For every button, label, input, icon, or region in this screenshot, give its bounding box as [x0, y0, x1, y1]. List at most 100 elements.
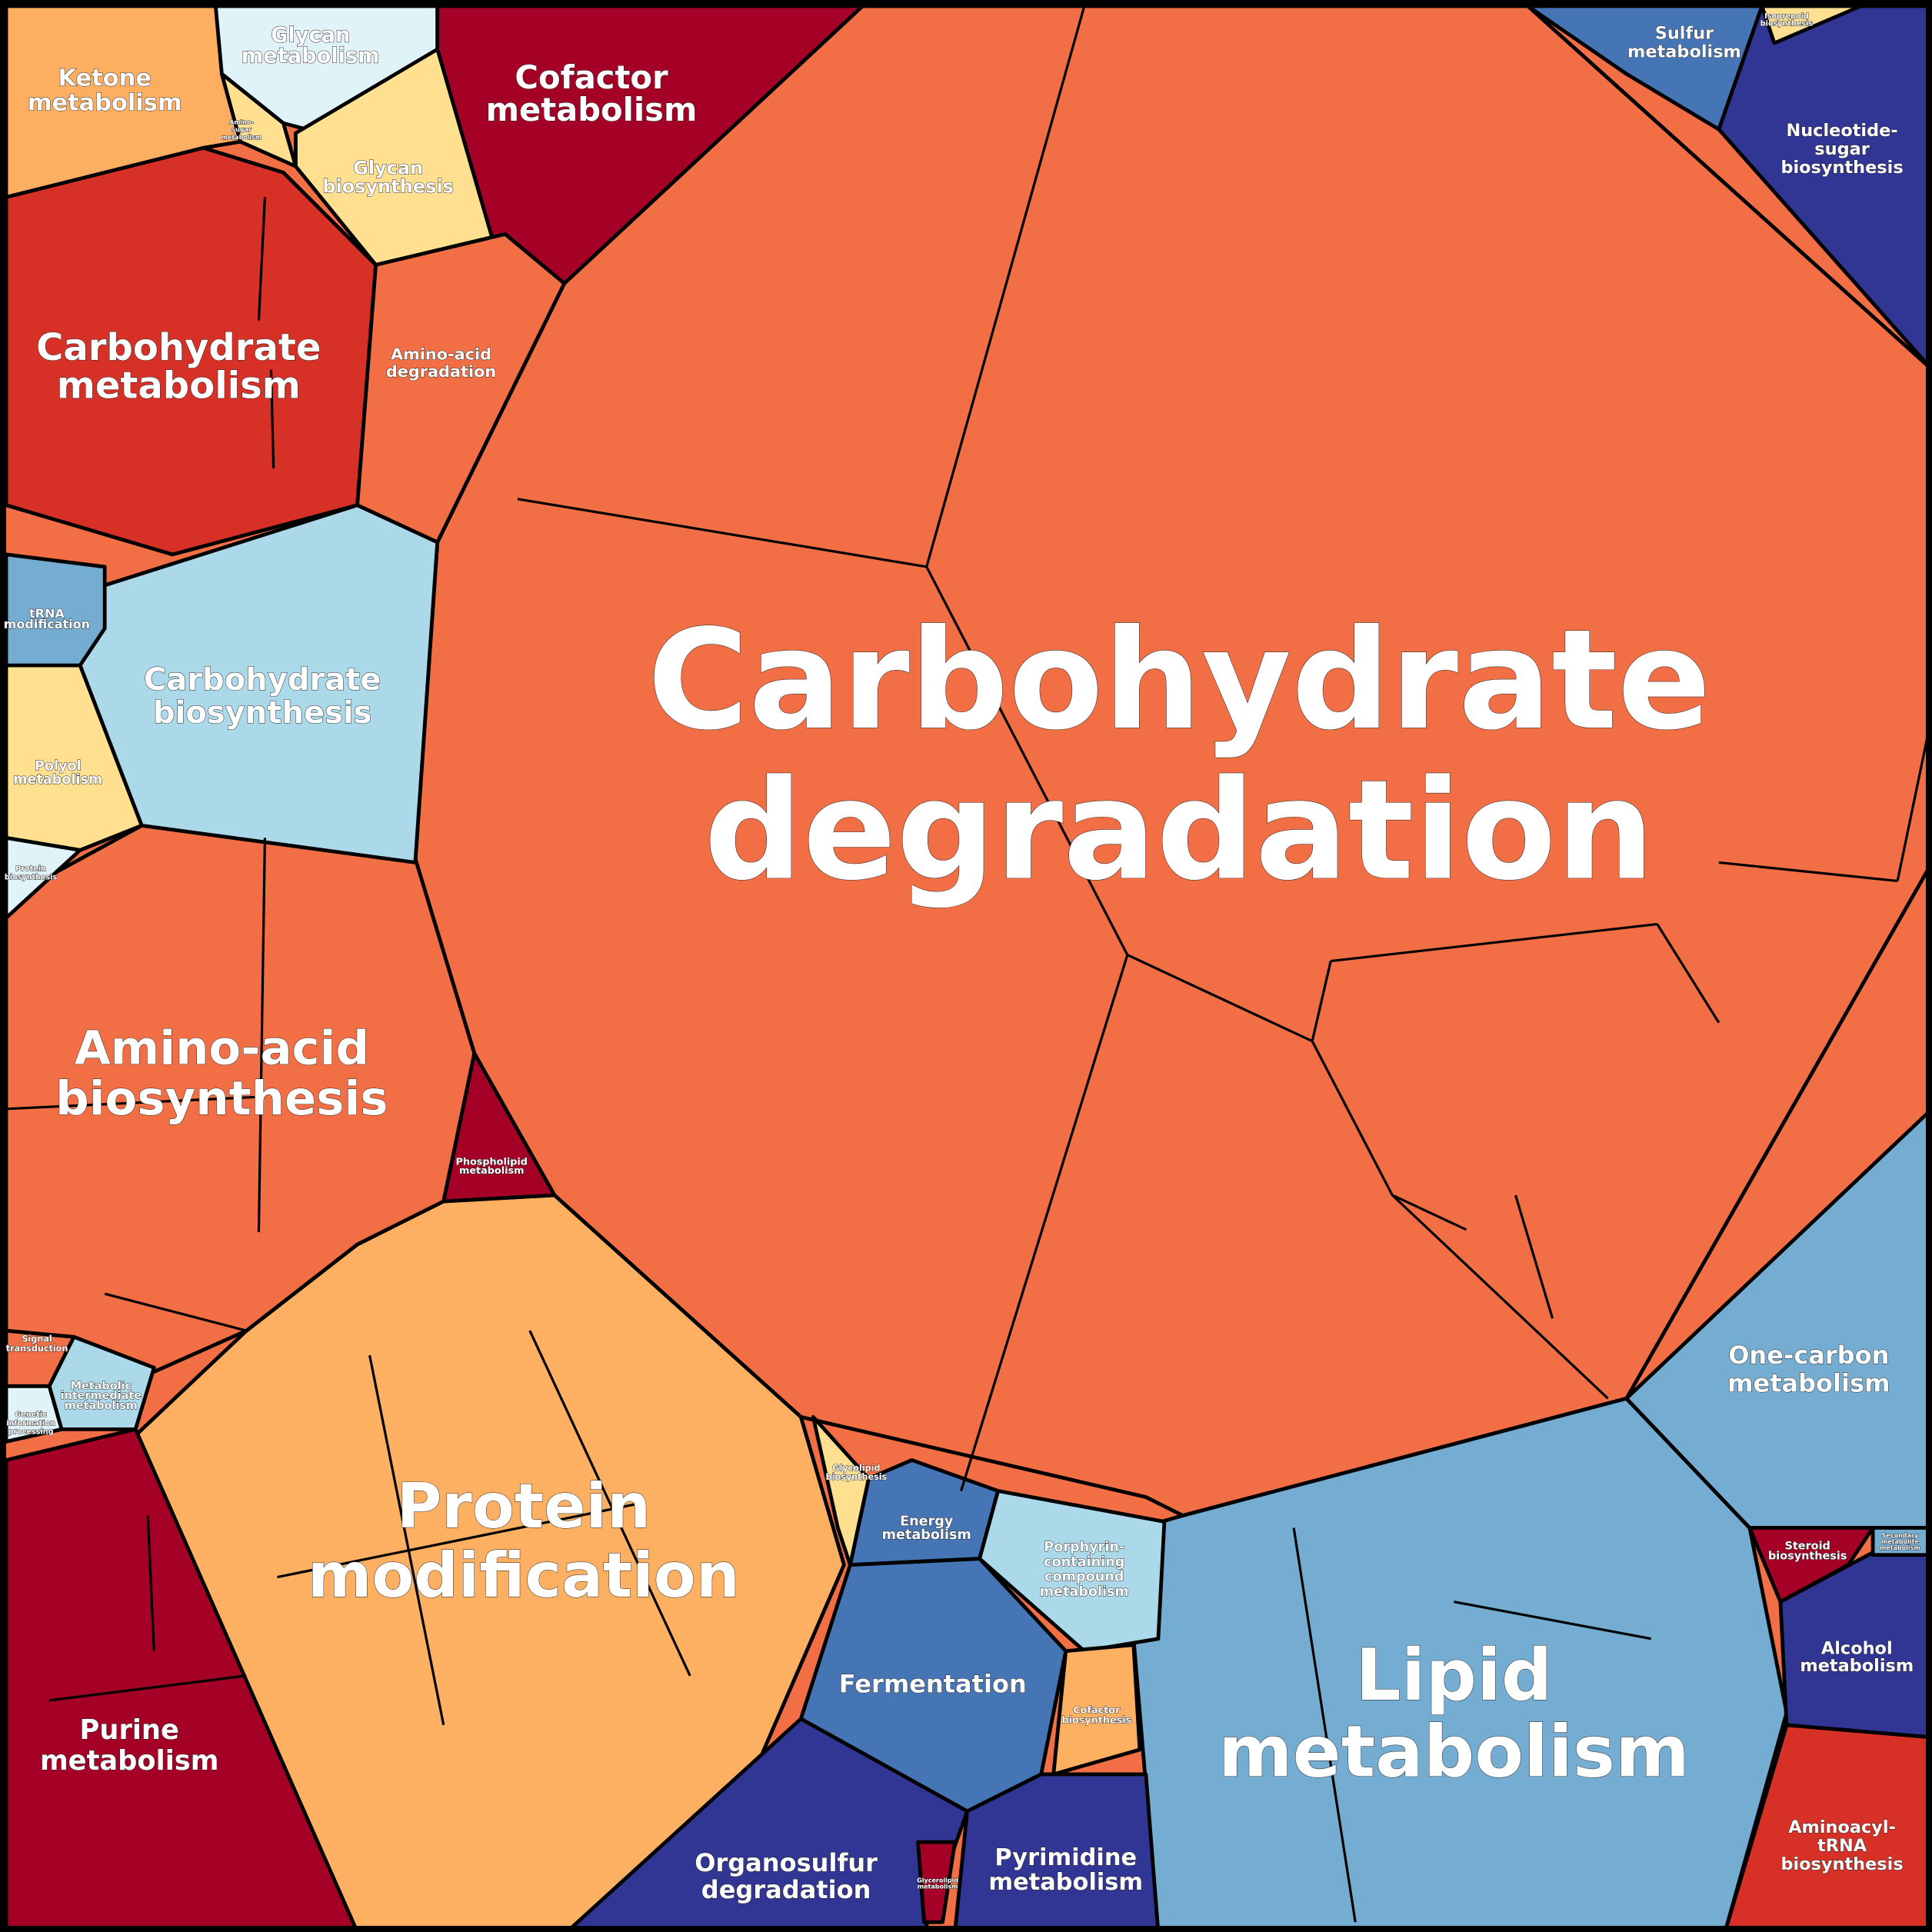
cell-label: Ketone metabolism: [28, 65, 182, 116]
label-line: biosynthesis: [1760, 19, 1814, 28]
label-line: biosynthesis: [153, 695, 372, 731]
label-line: metabolism: [1880, 1544, 1920, 1551]
label-line: metabolism: [222, 133, 262, 140]
cell-label: Energy metabolism: [882, 1514, 971, 1544]
label-line: metabolism: [1627, 42, 1741, 62]
cell-label: Amino-sugar metabolism: [222, 118, 262, 140]
label-line: Pyrimidine: [994, 1844, 1137, 1870]
cell-label: Alcohol metabolism: [1800, 1638, 1914, 1675]
label-line: metabolism: [486, 91, 698, 128]
label-line: biosynthesis: [1768, 1550, 1847, 1562]
cell-label: Carbohydrate degradation: [648, 600, 1711, 911]
label-line: Glycan: [353, 157, 423, 178]
label-line: metabolism: [1800, 1655, 1914, 1675]
label-line: Amino-acid: [391, 345, 491, 363]
label-line: biosynthesis: [1780, 1854, 1903, 1874]
cell-label: Carbohydrate metabolism: [36, 326, 321, 408]
label-line: biosynthesis: [1061, 1714, 1131, 1726]
cell-label: Pyrimidine metabolism: [988, 1844, 1143, 1895]
label-line: tRNA: [29, 605, 65, 620]
cells: [4, 4, 1932, 1932]
label-line: biosynthesis: [322, 176, 454, 198]
label-line: metabolism: [1727, 1369, 1890, 1398]
label-line: sugar: [232, 126, 251, 133]
label-line: sugar: [1814, 138, 1870, 158]
label-line: degradation: [704, 751, 1654, 911]
label-line: tRNA: [1817, 1835, 1867, 1855]
cell-label: Signal transduction: [6, 1334, 68, 1354]
label-line: biosynthesis: [55, 1071, 388, 1126]
cell-label: Genetic information processing: [6, 1411, 55, 1436]
cell: [1870, 1526, 1932, 1557]
label-line: Secondary: [1882, 1532, 1919, 1539]
label-line: Purine: [80, 1714, 179, 1746]
cell-label: Glycan metabolism: [242, 23, 380, 68]
cell-label: Glycerolipid metabolism: [917, 1877, 958, 1890]
cell-label: One-carbon metabolism: [1727, 1341, 1890, 1398]
label-line: Metabolic: [71, 1380, 132, 1392]
label-line: Phospholipid: [455, 1156, 527, 1168]
cell-label: Amino-acid biosynthesis: [55, 1021, 388, 1126]
label-line: Cofactor: [515, 58, 668, 96]
label-line: Energy: [900, 1514, 954, 1530]
label-line: metabolism: [40, 1745, 219, 1777]
label-line: One-carbon: [1728, 1341, 1889, 1370]
label-line: metabolite: [1881, 1538, 1920, 1545]
label-line: modification: [4, 617, 90, 631]
cell-label: Sulfur metabolism: [1627, 23, 1741, 62]
cell-label: Cofactor metabolism: [486, 58, 698, 128]
label-line: Cofactor: [1073, 1704, 1121, 1716]
label-line: processing: [8, 1428, 54, 1437]
label-line: metabolism: [459, 1164, 524, 1176]
label-line: modification: [308, 1540, 740, 1611]
cell: [811, 1414, 871, 1567]
cell: [219, 72, 298, 168]
label-line: biosynthesis: [1780, 157, 1903, 177]
label-line: Steroid: [1785, 1541, 1830, 1553]
label-line: Glycolipid: [832, 1464, 880, 1474]
label-line: Amino-: [229, 118, 254, 125]
label-line: biosynthesis: [826, 1472, 888, 1482]
label-line: Carbohydrate: [36, 326, 321, 369]
label-line: compound: [1044, 1570, 1124, 1585]
cell-label: Steroid biosynthesis: [1768, 1541, 1847, 1563]
cell-label: Secondary metabolite metabolism: [1880, 1532, 1920, 1551]
cell-label: Cofactor biosynthesis: [1061, 1704, 1131, 1726]
label-line: Protein: [397, 1471, 651, 1542]
label-line: Isoprenoid: [1764, 12, 1809, 21]
label-line: Carbohydrate: [648, 600, 1711, 761]
label-line: metabolism: [882, 1527, 971, 1543]
cell-label: Fermentation: [839, 1670, 1027, 1699]
cell: [1778, 1526, 1932, 1740]
cell-label: Glycolipid biosynthesis: [826, 1464, 888, 1482]
label-line: Alcohol: [1821, 1638, 1893, 1658]
cell-label: Phospholipid metabolism: [455, 1156, 527, 1176]
label-line: metabolism: [918, 1883, 958, 1890]
cell-label: Organosulfur degradation: [695, 1848, 878, 1904]
cell-label: Porphyrin-containing compound metabolism: [1040, 1540, 1129, 1600]
label-line: biosynthesis: [5, 874, 58, 882]
cell-label: Isoprenoid biosynthesis: [1760, 12, 1814, 28]
label-line: metabolism: [28, 89, 182, 116]
cell-label: Aminoacyl-tRNA biosynthesis: [1780, 1817, 1903, 1874]
cell-label: Glycan biosynthesis: [322, 157, 454, 197]
cell: [441, 1051, 557, 1204]
label-line: metabolism: [57, 365, 301, 408]
label-line: containing: [1044, 1554, 1124, 1570]
label-line: Lipid: [1355, 1634, 1552, 1717]
label-line: Aminoacyl-: [1788, 1817, 1896, 1837]
label-line: metabolism: [242, 44, 380, 68]
cell-label: tRNA modification: [4, 605, 90, 631]
label-line: Nucleotide-: [1786, 120, 1897, 140]
label-line: Fermentation: [839, 1670, 1027, 1699]
cell: [565, 1717, 970, 1932]
label-line: Porphyrin-: [1044, 1540, 1124, 1555]
cell: [355, 232, 567, 545]
label-line: Ketone: [58, 65, 151, 92]
label-line: Organosulfur: [695, 1848, 878, 1877]
cell-label: Protein modification: [308, 1471, 740, 1611]
label-line: metabolism: [988, 1868, 1143, 1895]
